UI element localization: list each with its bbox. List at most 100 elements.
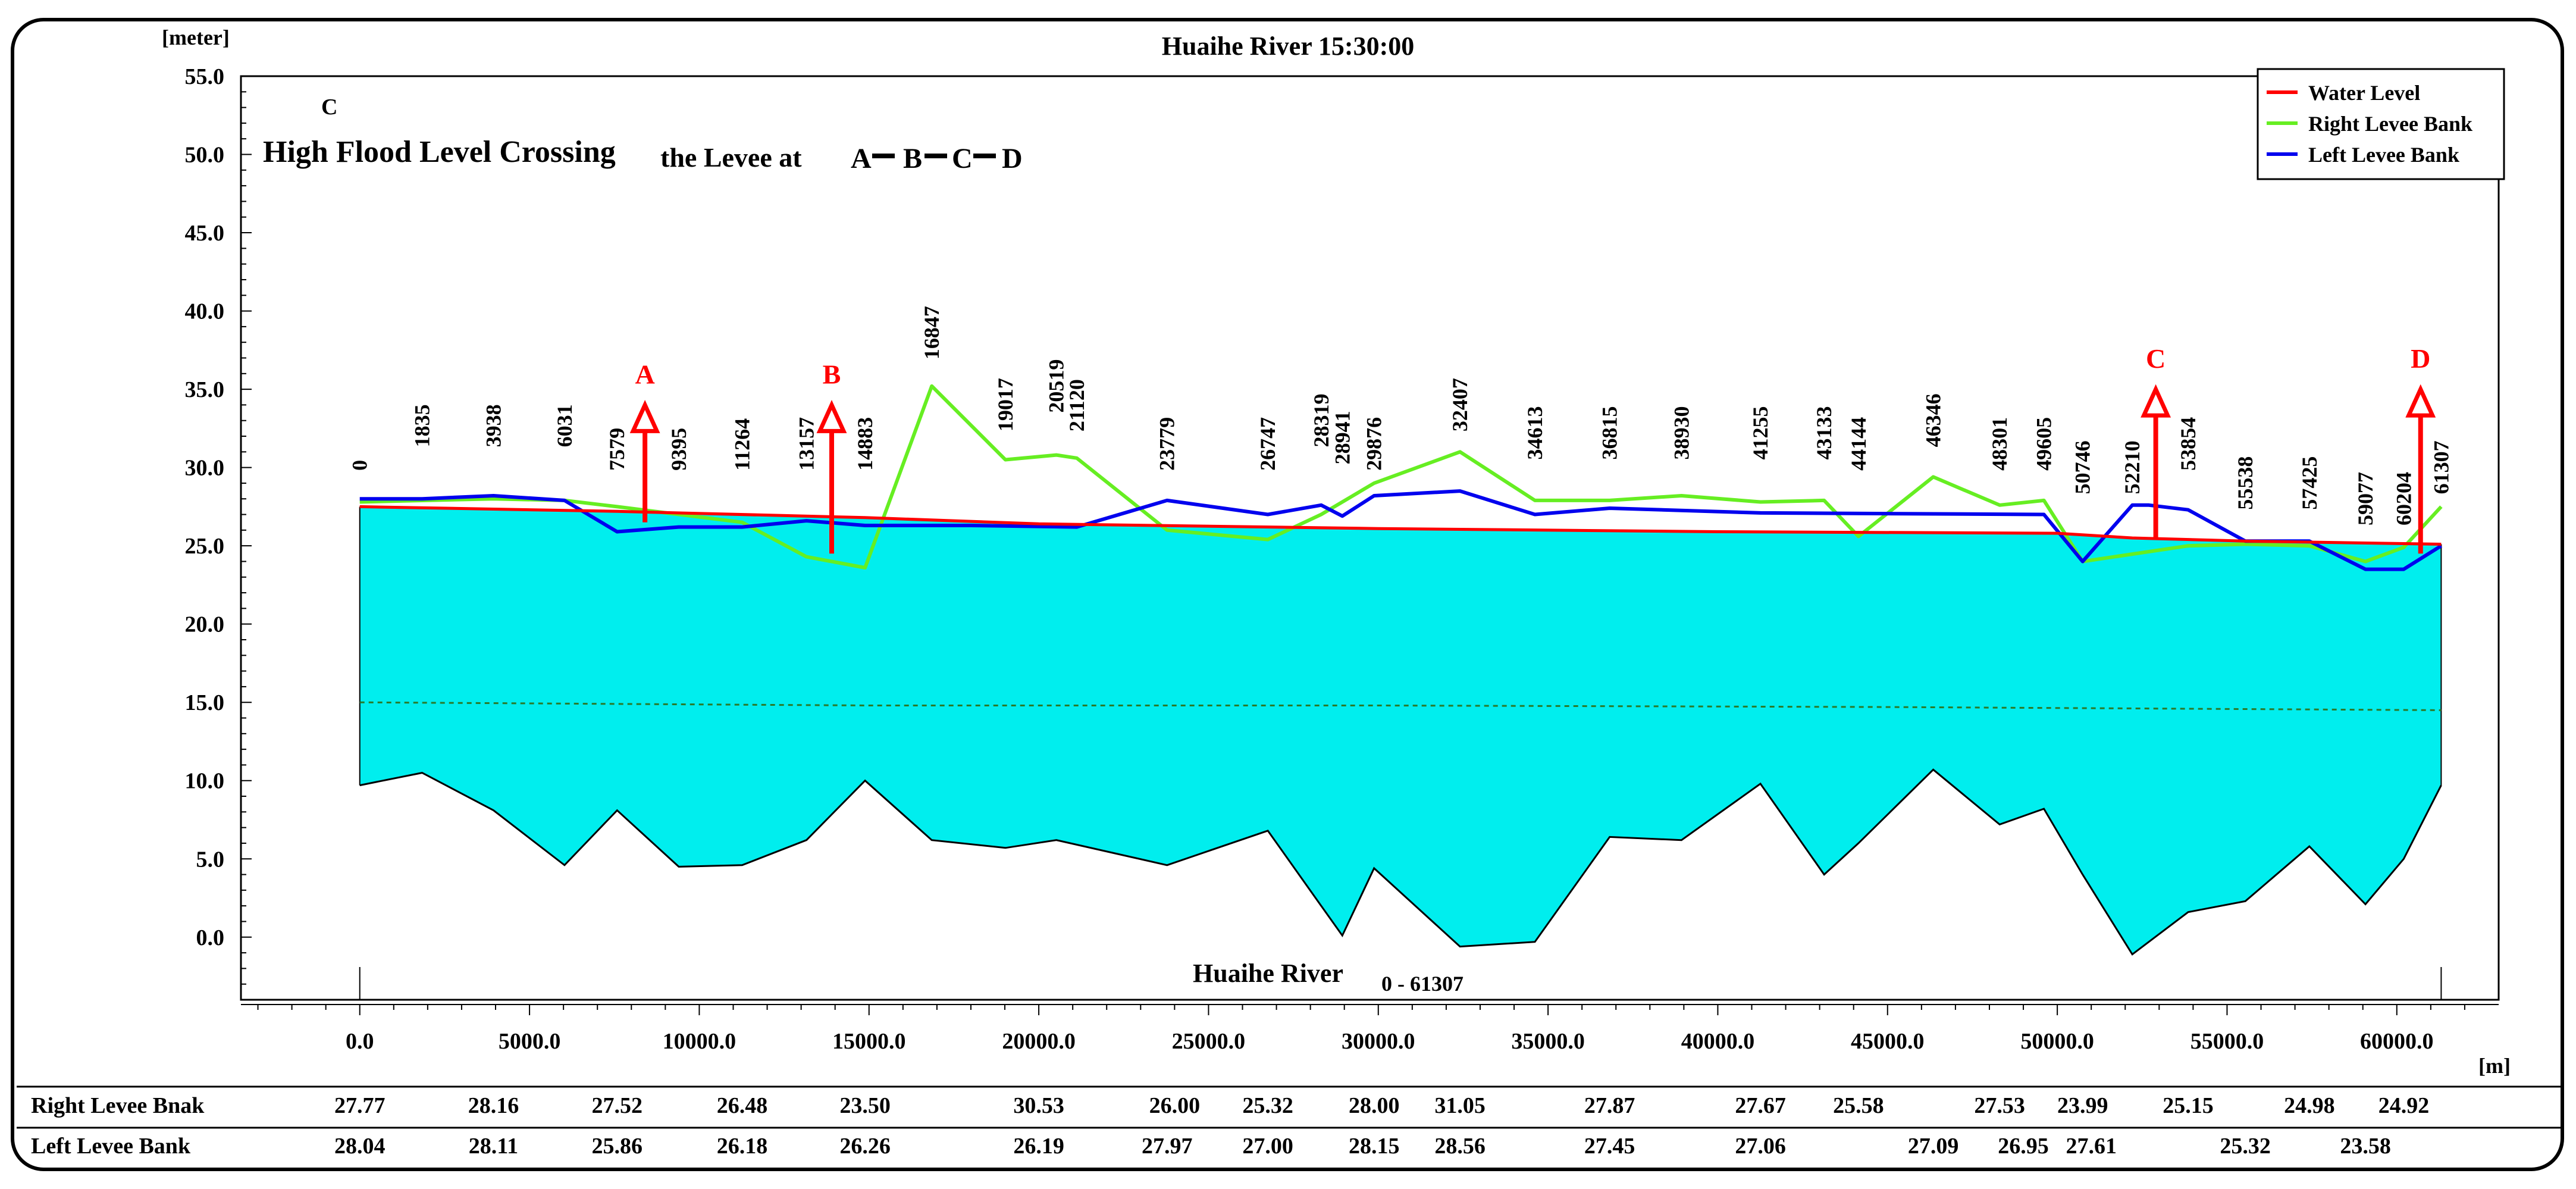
table-left-value: 28.11 [469, 1134, 518, 1159]
water-level-line [359, 505, 2442, 546]
x-tick-label: 30000.0 [1342, 1029, 1415, 1054]
legend-label-0: Water Level [2308, 81, 2420, 105]
table-right-value: 27.53 [1974, 1093, 2025, 1118]
y-tick-label: 15.0 [185, 690, 225, 715]
water-area-fill [359, 506, 2442, 955]
table-left-value: 26.18 [717, 1134, 768, 1159]
x-tick-label: 60000.0 [2360, 1029, 2434, 1054]
section-label-44144: 44144 [1847, 417, 1870, 471]
table-right-label: Right Levee Bnak [31, 1093, 205, 1118]
x-tick-label: 10000.0 [663, 1029, 737, 1054]
section-label-23779: 23779 [1155, 417, 1179, 471]
section-label-14883: 14883 [853, 417, 877, 471]
x-tick-label: 55000.0 [2190, 1029, 2264, 1054]
table-right-value: 25.58 [1833, 1093, 1884, 1118]
table-right-value: 31.05 [1434, 1093, 1486, 1118]
section-label-50746: 50746 [2071, 440, 2095, 494]
headline-the-levee: the Levee at [660, 142, 802, 173]
section-label-55538: 55538 [2233, 456, 2257, 510]
arrow-label-B: B [823, 359, 841, 389]
legend-label-1: Right Levee Bank [2308, 112, 2472, 136]
section-label-3938: 3938 [481, 404, 505, 447]
section-label-34613: 34613 [1523, 406, 1547, 459]
table-left-value: 27.61 [2066, 1134, 2117, 1159]
chart-frame [11, 18, 2564, 1171]
section-label-36815: 36815 [1598, 406, 1622, 459]
table-right-value: 28.00 [1349, 1093, 1400, 1118]
section-label-41255: 41255 [1748, 406, 1772, 459]
table-left-value: 25.86 [592, 1134, 643, 1159]
table-left-value: 27.06 [1735, 1134, 1786, 1159]
section-label-26747: 26747 [1256, 417, 1280, 471]
table-right-value: 25.32 [1242, 1093, 1293, 1118]
section-label-9395: 9395 [667, 428, 691, 471]
headline-connector [925, 154, 947, 158]
arrow-label-C: C [2146, 343, 2166, 374]
x-tick-label: 0.0 [346, 1029, 374, 1054]
table-right-value: 23.50 [839, 1093, 891, 1118]
arrow-head-C [2141, 384, 2171, 418]
table-right-value: 27.67 [1735, 1093, 1786, 1118]
section-label-46346: 46346 [1922, 393, 1945, 447]
section-label-7579: 7579 [605, 428, 629, 471]
y-tick-label: 0.0 [196, 925, 225, 950]
table-left-value: 23.58 [2340, 1134, 2391, 1159]
table-left-value: 28.15 [1349, 1134, 1400, 1159]
headline-letter-D: D [1002, 143, 1023, 174]
table-right-value: 24.98 [2284, 1093, 2335, 1118]
y-tick-label: 45.0 [185, 221, 225, 246]
y-tick-label: 50.0 [185, 143, 225, 168]
section-label-49605: 49605 [2032, 417, 2056, 471]
legend-box [2257, 68, 2505, 180]
table-left-label: Left Levee Bank [31, 1134, 191, 1159]
x-tick-label: 45000.0 [1851, 1029, 1925, 1054]
table-left-value: 27.45 [1584, 1134, 1635, 1159]
table-right-value: 27.52 [592, 1093, 643, 1118]
section-label-29876: 29876 [1362, 417, 1386, 471]
headline-letter-C: C [952, 143, 973, 174]
table-right-value: 27.77 [334, 1093, 386, 1118]
table-right-value: 28.16 [468, 1093, 519, 1118]
table-right-value: 23.99 [2057, 1093, 2108, 1118]
table-left-value: 27.97 [1142, 1134, 1193, 1159]
headline-main: High Flood Level Crossing [263, 135, 616, 169]
river-name-label: Huaihe River [1193, 959, 1343, 988]
section-label-52210: 52210 [2120, 440, 2144, 494]
section-label-1835: 1835 [410, 404, 434, 447]
section-label-57425: 57425 [2298, 456, 2321, 510]
x-tick-label: 35000.0 [1511, 1029, 1585, 1054]
caption-small: C [321, 95, 337, 120]
section-label-38930: 38930 [1669, 406, 1693, 459]
table-right-value: 24.92 [2378, 1093, 2430, 1118]
y-tick-label: 55.0 [185, 64, 225, 89]
arrow-head-A [629, 399, 660, 433]
section-label-43133: 43133 [1812, 406, 1836, 459]
arrow-head-B [816, 399, 847, 433]
table-left-value: 25.32 [2220, 1134, 2271, 1159]
river-range-label: 0 - 61307 [1381, 972, 1464, 996]
x-tick-label: 15000.0 [832, 1029, 906, 1054]
table-left-value: 26.26 [839, 1134, 891, 1159]
section-label-13157: 13157 [795, 417, 819, 471]
table-left-value: 26.19 [1013, 1134, 1064, 1159]
section-label-11264: 11264 [731, 418, 754, 471]
table-right-value: 27.87 [1584, 1093, 1635, 1118]
x-tick-label: 20000.0 [1002, 1029, 1076, 1054]
y-tick-label: 30.0 [185, 456, 225, 481]
table-left-value: 26.95 [1998, 1134, 2049, 1159]
section-label-32407: 32407 [1448, 378, 1472, 431]
left-levee-bank-line [359, 489, 2442, 571]
section-label-16847: 16847 [920, 306, 944, 359]
reference-dashed-line [359, 701, 2442, 711]
headline-connector [973, 154, 996, 158]
table-left-value: 27.09 [1908, 1134, 1959, 1159]
table-right-value: 26.00 [1149, 1093, 1201, 1118]
x-tick-label: 40000.0 [1681, 1029, 1755, 1054]
section-label-28319: 28319 [1309, 393, 1333, 447]
section-label-28941: 28941 [1330, 411, 1354, 464]
y-axis-label: [meter] [162, 26, 230, 49]
riverbed-line [359, 768, 2442, 956]
headline-letter-B: B [903, 143, 922, 174]
table-left-value: 28.56 [1434, 1134, 1486, 1159]
